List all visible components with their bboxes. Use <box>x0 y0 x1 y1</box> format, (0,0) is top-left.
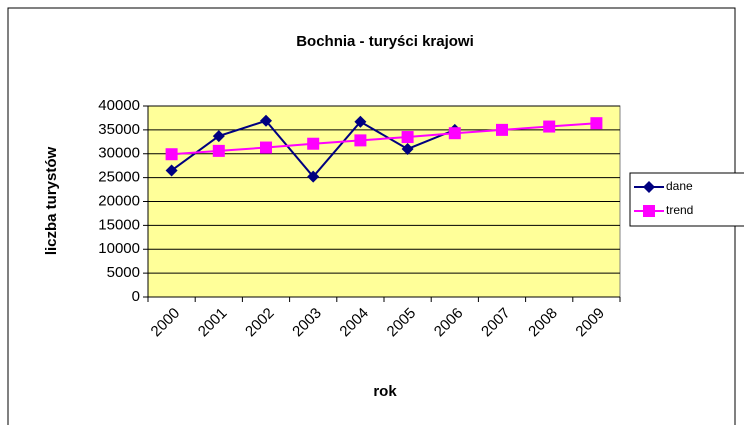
y-tick-label: 30000 <box>98 145 140 162</box>
data-point <box>354 115 367 128</box>
data-point <box>543 120 556 133</box>
data-point <box>496 123 508 136</box>
y-tick-label: 10000 <box>98 240 140 257</box>
legend-label: dane <box>666 179 693 193</box>
data-point <box>212 144 225 157</box>
y-tick-label: 15000 <box>98 216 140 233</box>
data-point <box>165 148 178 161</box>
series-line <box>171 122 597 156</box>
y-tick-label: 0 <box>132 288 140 305</box>
legend-label: trend <box>666 203 693 217</box>
x-axis-label: rok <box>373 383 397 400</box>
data-point <box>590 117 603 130</box>
y-tick-label: 20000 <box>98 192 140 209</box>
chart-title: Bochnia - turyści krajowi <box>296 33 474 50</box>
y-tick-label: 5000 <box>107 264 140 281</box>
data-point <box>401 142 414 155</box>
y-tick-label: 35000 <box>98 121 140 138</box>
data-point <box>354 134 367 147</box>
y-tick-label: 25000 <box>98 169 140 186</box>
y-tick-label: 40000 <box>98 97 140 114</box>
legend-marker <box>643 205 655 217</box>
data-point <box>212 130 225 143</box>
y-axis-label: liczba turystów <box>43 146 60 255</box>
data-point <box>401 131 414 144</box>
data-point <box>165 164 178 177</box>
data-point <box>448 127 461 140</box>
data-point <box>307 170 320 183</box>
legend-marker <box>643 181 655 193</box>
data-point <box>260 114 272 127</box>
data-point <box>307 137 320 150</box>
data-point <box>260 141 272 154</box>
